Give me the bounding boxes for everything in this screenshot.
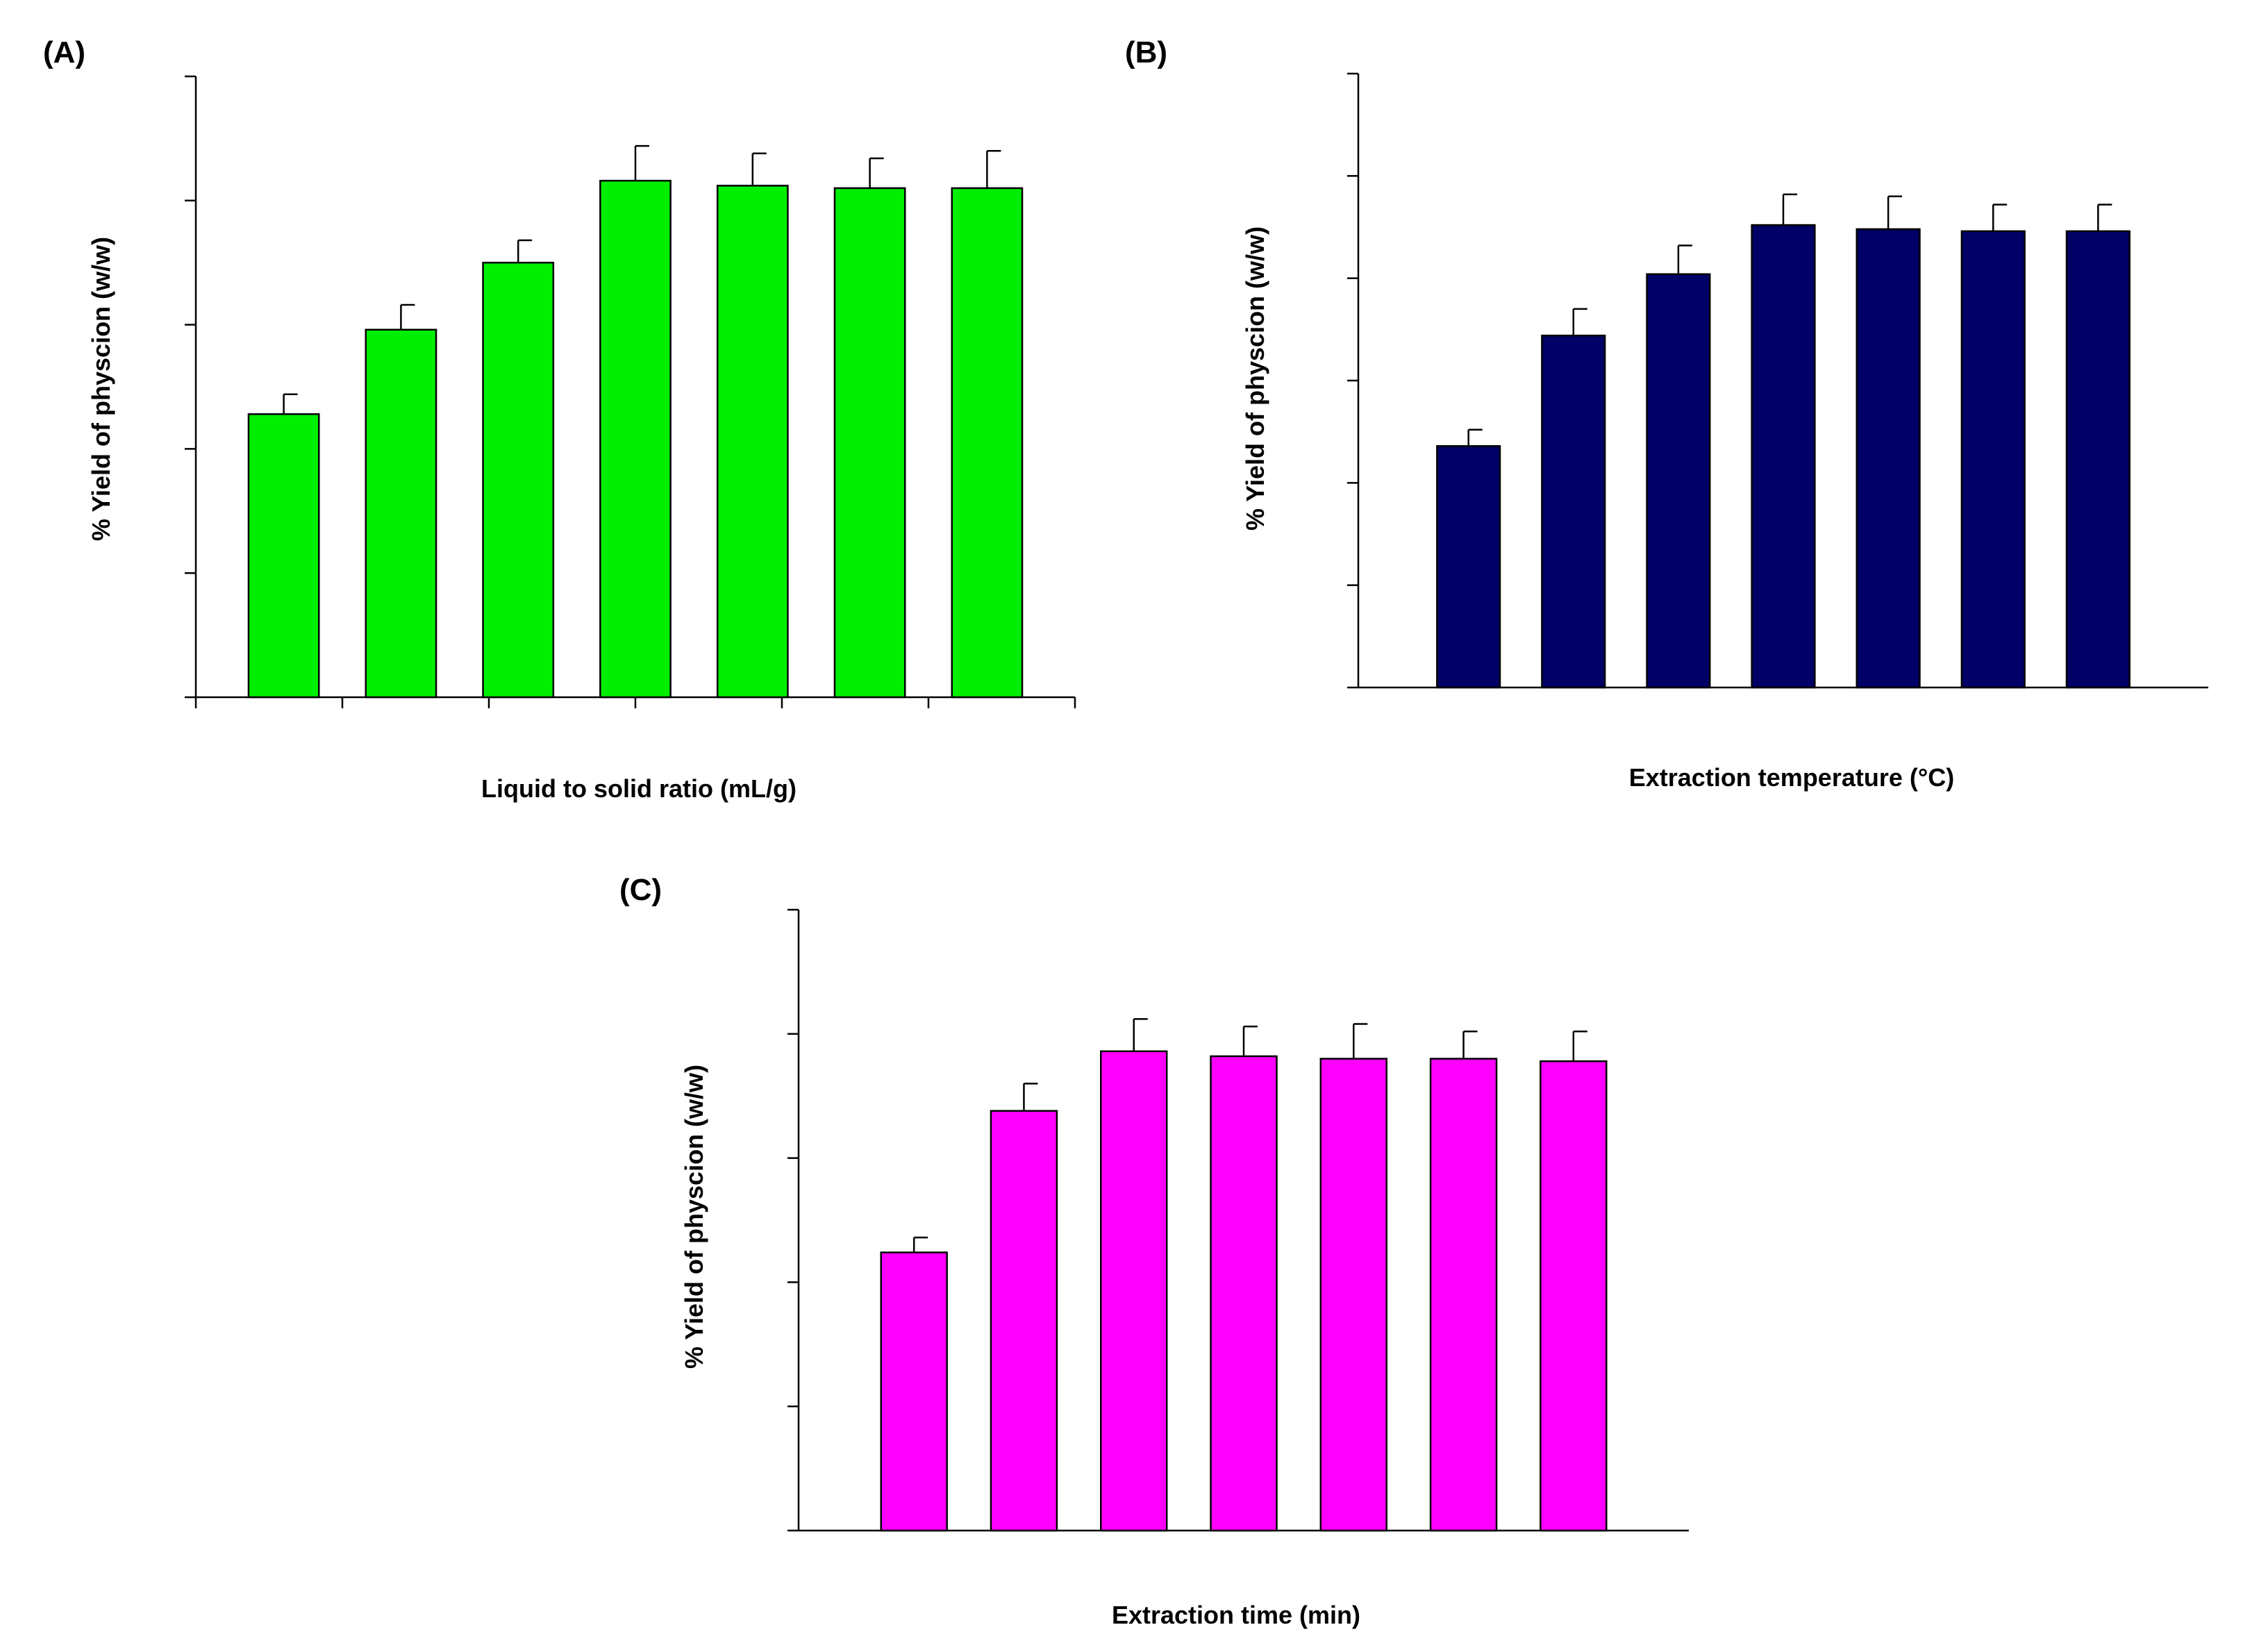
panel-a-bar [482,261,555,699]
panel-a-bar [833,187,906,699]
panel-c-bar [990,1110,1058,1532]
panel-b-bar [1541,334,1606,689]
panel-a-x-axis-title: Liquid to solid ratio (mL/g) [481,774,797,803]
panel-b: (B) Extraction temperature (°C) % Yield … [1125,35,2208,792]
panel-a-label: (A) [43,35,85,69]
panel-c-bar [1540,1060,1608,1532]
panel-a: (A) Liquid to solid ratio (mL/g) % Yield… [43,35,1076,803]
panel-b-bar [2065,230,2131,689]
panel-c-bar [1099,1050,1168,1532]
panel-b-x-axis-title: Extraction temperature (°C) [1629,763,1955,792]
panel-a-bar [716,185,789,699]
panel-c-y-axis-title: % Yield of physcion (w/w) [680,1065,708,1369]
panel-b-label: (B) [1125,35,1167,69]
panel-c-bar [1429,1058,1498,1532]
panel-a-y-axis-title: % Yield of physcion (w/w) [87,237,115,541]
panel-c-bar [880,1251,948,1532]
panel-b-bar [1960,230,2026,689]
panel-c-x-axis-title: Extraction time (min) [1112,1601,1360,1629]
panel-c-bar [1319,1058,1388,1532]
panel-a-bar [247,413,320,699]
panel-b-plot [1347,72,2208,689]
panel-a-bar [365,328,437,699]
panel-b-bar [1436,445,1501,689]
panel-b-bar [1856,228,1921,689]
panel-a-plot [185,75,1076,708]
panel-b-bar [1751,224,1816,689]
panel-c-label: (C) [619,873,662,907]
panel-c-plot [787,908,1689,1532]
panel-b-bar [1646,273,1711,689]
panel-c-bar [1210,1055,1278,1532]
panel-c: (C) Extraction time (min) % Yield of phy… [619,873,1689,1629]
panel-b-y-axis-title: % Yield of physcion (w/w) [1241,226,1269,531]
panel-a-bar [599,179,672,699]
panel-a-bar [951,187,1024,699]
